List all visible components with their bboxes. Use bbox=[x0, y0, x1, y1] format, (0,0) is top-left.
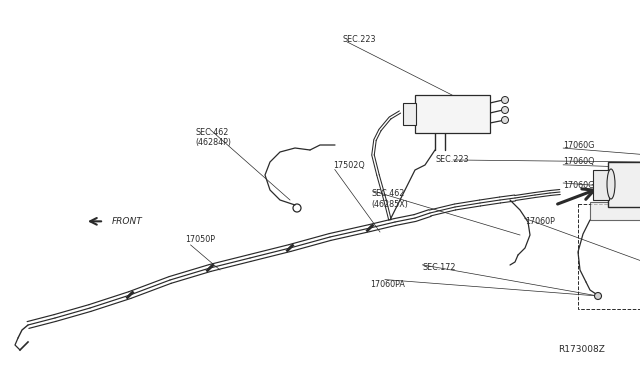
Text: SEC.462
(46285X): SEC.462 (46285X) bbox=[371, 189, 408, 209]
Text: 17060P: 17060P bbox=[525, 217, 555, 226]
Ellipse shape bbox=[607, 169, 615, 199]
Text: 17060G: 17060G bbox=[563, 182, 595, 190]
Text: SEC.172: SEC.172 bbox=[422, 263, 456, 272]
Text: SEC.462
(46284P): SEC.462 (46284P) bbox=[195, 128, 231, 147]
Bar bbox=[608, 162, 640, 207]
Text: 17060G: 17060G bbox=[563, 141, 595, 150]
Text: SEC.223: SEC.223 bbox=[435, 155, 468, 164]
Circle shape bbox=[595, 292, 602, 299]
Circle shape bbox=[502, 106, 509, 113]
Text: 17060PA: 17060PA bbox=[370, 280, 404, 289]
Text: FRONT: FRONT bbox=[112, 217, 143, 226]
Text: 17502Q: 17502Q bbox=[333, 161, 365, 170]
Bar bbox=[593, 170, 609, 200]
Bar bbox=[415, 95, 490, 133]
Text: SEC.223: SEC.223 bbox=[342, 35, 376, 44]
Text: 17060Q: 17060Q bbox=[563, 157, 595, 166]
Bar bbox=[590, 202, 640, 220]
Circle shape bbox=[502, 116, 509, 124]
Text: 17050P: 17050P bbox=[186, 235, 216, 244]
Bar bbox=[403, 103, 416, 125]
Text: R173008Z: R173008Z bbox=[558, 345, 605, 354]
Circle shape bbox=[502, 96, 509, 103]
Bar bbox=[578, 204, 640, 309]
